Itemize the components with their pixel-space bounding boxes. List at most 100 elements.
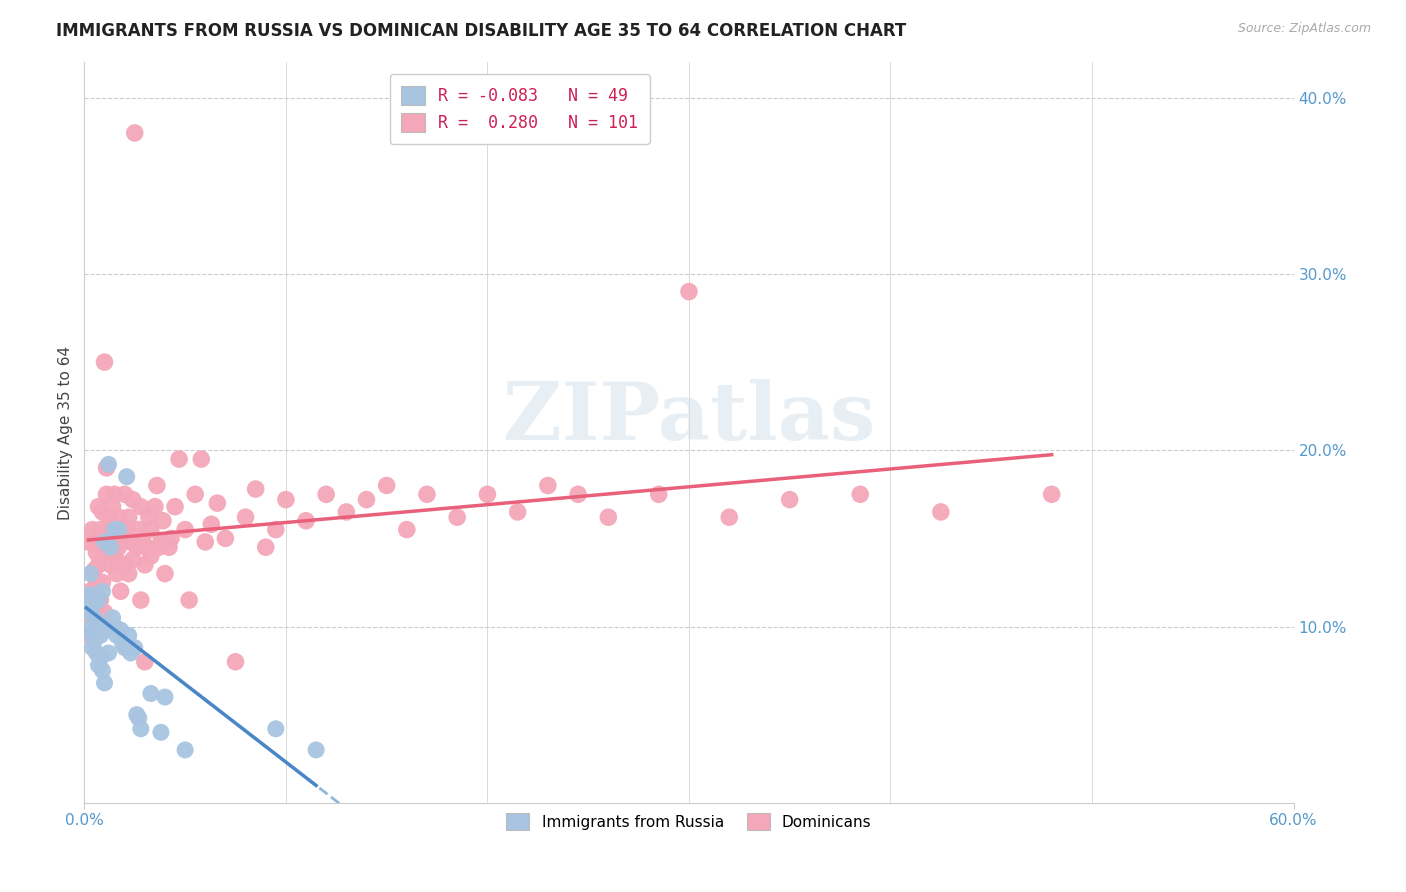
- Point: [718, 510, 741, 524]
- Text: Source: ZipAtlas.com: Source: ZipAtlas.com: [1237, 22, 1371, 36]
- Point: [87, 558, 110, 572]
- Point: [118, 628, 141, 642]
- Point: [214, 532, 236, 546]
- Point: [110, 623, 132, 637]
- Point: [91, 619, 114, 633]
- Point: [91, 575, 114, 590]
- Point: [121, 552, 143, 566]
- Point: [134, 655, 156, 669]
- Point: [105, 566, 128, 581]
- Point: [111, 637, 134, 651]
- Point: [91, 545, 114, 559]
- Point: [135, 540, 157, 554]
- Legend: Immigrants from Russia, Dominicans: Immigrants from Russia, Dominicans: [498, 804, 880, 839]
- Point: [305, 743, 328, 757]
- Point: [100, 619, 122, 633]
- Point: [86, 615, 108, 630]
- Point: [356, 492, 378, 507]
- Point: [139, 523, 162, 537]
- Point: [139, 686, 162, 700]
- Point: [79, 628, 101, 642]
- Point: [91, 584, 114, 599]
- Point: [194, 535, 217, 549]
- Point: [101, 610, 124, 624]
- Point: [132, 535, 155, 549]
- Point: [118, 510, 141, 524]
- Point: [128, 711, 150, 725]
- Point: [97, 535, 120, 549]
- Point: [153, 690, 176, 704]
- Point: [87, 623, 110, 637]
- Point: [115, 523, 138, 537]
- Point: [200, 517, 222, 532]
- Point: [82, 610, 104, 624]
- Point: [124, 640, 146, 655]
- Point: [82, 523, 104, 537]
- Point: [93, 676, 115, 690]
- Point: [114, 558, 136, 572]
- Point: [97, 646, 120, 660]
- Point: [264, 523, 287, 537]
- Point: [100, 523, 122, 537]
- Point: [129, 593, 152, 607]
- Point: [125, 540, 148, 554]
- Point: [148, 540, 170, 554]
- Point: [97, 458, 120, 472]
- Point: [446, 510, 468, 524]
- Point: [138, 510, 160, 524]
- Point: [104, 487, 127, 501]
- Point: [114, 487, 136, 501]
- Point: [91, 505, 114, 519]
- Point: [149, 535, 172, 549]
- Point: [129, 722, 152, 736]
- Point: [87, 658, 110, 673]
- Point: [82, 628, 104, 642]
- Point: [96, 487, 118, 501]
- Point: [86, 545, 108, 559]
- Point: [79, 566, 101, 581]
- Point: [107, 523, 129, 537]
- Point: [101, 500, 124, 514]
- Point: [190, 452, 212, 467]
- Point: [107, 540, 129, 554]
- Point: [207, 496, 229, 510]
- Point: [598, 510, 620, 524]
- Point: [149, 725, 172, 739]
- Point: [105, 552, 128, 566]
- Point: [849, 487, 872, 501]
- Point: [83, 563, 105, 577]
- Point: [89, 651, 111, 665]
- Point: [416, 487, 439, 501]
- Point: [86, 575, 108, 590]
- Point: [134, 558, 156, 572]
- Point: [89, 628, 111, 642]
- Point: [225, 655, 247, 669]
- Point: [114, 640, 136, 655]
- Point: [104, 523, 127, 537]
- Point: [235, 510, 257, 524]
- Point: [678, 285, 700, 299]
- Point: [105, 628, 128, 642]
- Point: [79, 606, 101, 620]
- Point: [100, 540, 122, 554]
- Point: [152, 514, 174, 528]
- Point: [315, 487, 337, 501]
- Point: [96, 623, 118, 637]
- Point: [179, 593, 201, 607]
- Point: [295, 514, 318, 528]
- Point: [75, 588, 97, 602]
- Point: [264, 722, 287, 736]
- Point: [77, 623, 100, 637]
- Point: [129, 500, 152, 514]
- Point: [139, 549, 162, 563]
- Point: [93, 606, 115, 620]
- Point: [124, 126, 146, 140]
- Point: [91, 664, 114, 678]
- Point: [97, 510, 120, 524]
- Point: [86, 628, 108, 642]
- Point: [83, 610, 105, 624]
- Point: [245, 482, 267, 496]
- Point: [118, 566, 141, 581]
- Point: [167, 452, 190, 467]
- Point: [101, 545, 124, 559]
